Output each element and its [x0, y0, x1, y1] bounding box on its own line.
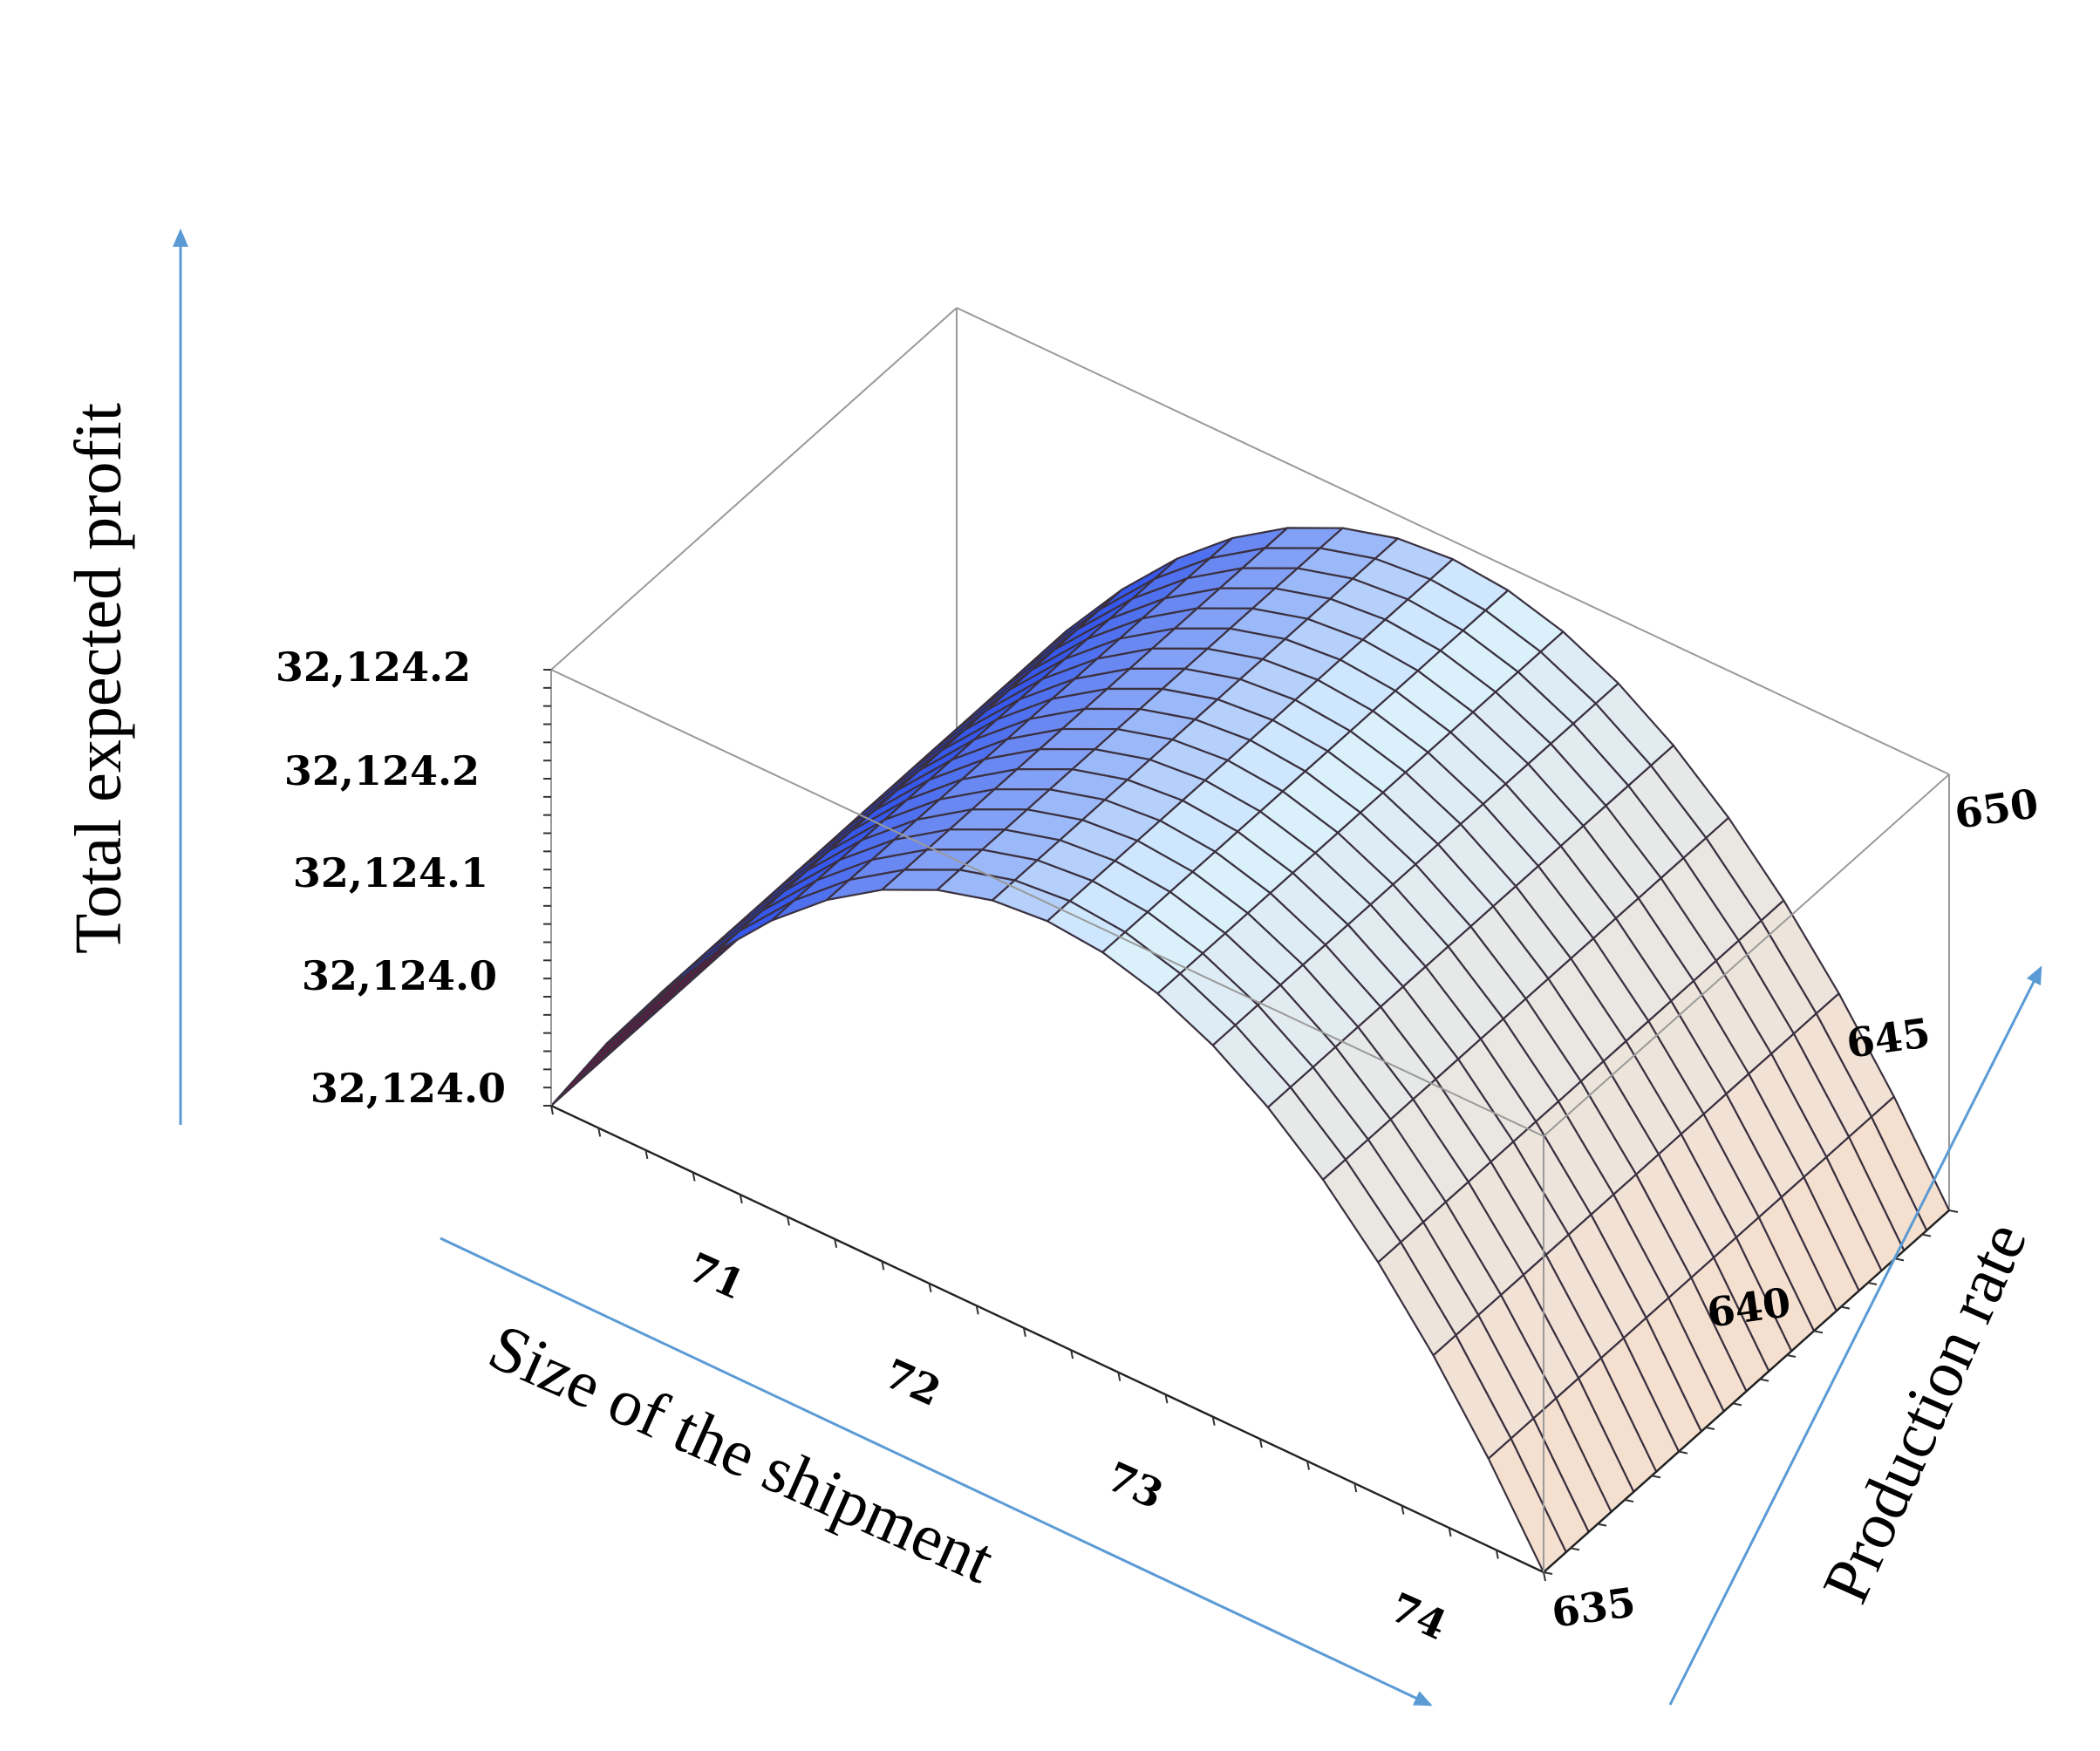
box-edge	[1543, 1209, 1950, 1573]
x-tick-mark	[644, 1149, 649, 1160]
y-tick-label: 635	[1549, 1578, 1639, 1637]
z-tick-label: 32,124.2	[276, 644, 471, 691]
x-tick-mark	[1117, 1372, 1122, 1381]
y-tick-mark	[1705, 1427, 1715, 1430]
box-edge	[956, 307, 1950, 775]
y-tick-mark	[1759, 1378, 1769, 1382]
y-tick-mark	[1894, 1257, 1905, 1262]
box-edge	[550, 307, 958, 671]
x-tick-mark	[834, 1238, 838, 1249]
y-tick-mark	[1813, 1330, 1824, 1334]
y-tick-mark	[1867, 1282, 1878, 1285]
x-tick-mark	[928, 1283, 932, 1293]
x-tick-mark	[1306, 1461, 1311, 1470]
y-tick-mark	[1597, 1523, 1607, 1527]
x-tick-mark	[739, 1194, 743, 1204]
surface-mesh	[549, 527, 1951, 1574]
y-tick-mark	[1786, 1354, 1797, 1358]
x-tick-mark	[975, 1305, 979, 1315]
x-tick-mark	[550, 1105, 554, 1115]
x-tick-mark	[786, 1216, 790, 1226]
x-tick-mark	[1164, 1393, 1169, 1404]
z-tick-label: 32,124.1	[293, 849, 488, 896]
y-tick-mark	[1840, 1305, 1851, 1310]
y-tick-mark	[1543, 1571, 1553, 1575]
x-tick-mark	[1543, 1571, 1546, 1582]
x-tick-label: 71	[681, 1243, 751, 1309]
x-tick-mark	[1448, 1527, 1452, 1537]
y-tick-mark	[1921, 1233, 1932, 1237]
y-tick-mark	[1948, 1209, 1959, 1213]
y-tick-mark	[1732, 1402, 1742, 1407]
x-axis-arrow	[440, 1237, 1433, 1707]
x-tick-mark	[692, 1172, 696, 1182]
y-axis-arrow	[1668, 965, 2042, 1706]
x-tick-mark	[1401, 1505, 1405, 1515]
x-tick-mark	[1495, 1550, 1499, 1559]
y-tick-mark	[1678, 1450, 1688, 1455]
x-tick-mark	[1211, 1416, 1216, 1426]
y-tick-label: 650	[1952, 780, 2042, 838]
z-axis-title: Total expected profit	[62, 403, 135, 954]
z-tick-label: 32,124.2	[284, 747, 480, 794]
tick-marks	[543, 669, 1959, 1582]
y-tick-label: 640	[1704, 1278, 1794, 1337]
y-tick-mark	[1651, 1475, 1661, 1479]
x-tick-label: 74	[1383, 1584, 1453, 1649]
x-tick-mark	[1353, 1482, 1358, 1493]
x-tick-mark	[1070, 1350, 1074, 1359]
x-tick-mark	[1022, 1327, 1026, 1337]
z-tick-label: 32,124.0	[310, 1065, 506, 1112]
box-edge	[1543, 773, 1950, 1137]
box-edge	[550, 1104, 1544, 1574]
y-tick-mark	[1624, 1499, 1634, 1502]
x-tick-label: 72	[877, 1350, 947, 1415]
x-tick-mark	[881, 1261, 885, 1271]
x-axis-title: Size of the shipment	[479, 1310, 1005, 1598]
y-tick-mark	[1570, 1547, 1580, 1551]
x-tick-label: 73	[1100, 1453, 1169, 1518]
x-tick-mark	[1258, 1438, 1263, 1448]
surface-patch	[549, 1022, 631, 1107]
z-tick-label: 32,124.0	[302, 952, 497, 999]
y-tick-label: 645	[1844, 1009, 1933, 1067]
box-edge	[550, 669, 1544, 1137]
x-tick-mark	[597, 1128, 602, 1137]
bounding-box-front	[550, 669, 1950, 1574]
